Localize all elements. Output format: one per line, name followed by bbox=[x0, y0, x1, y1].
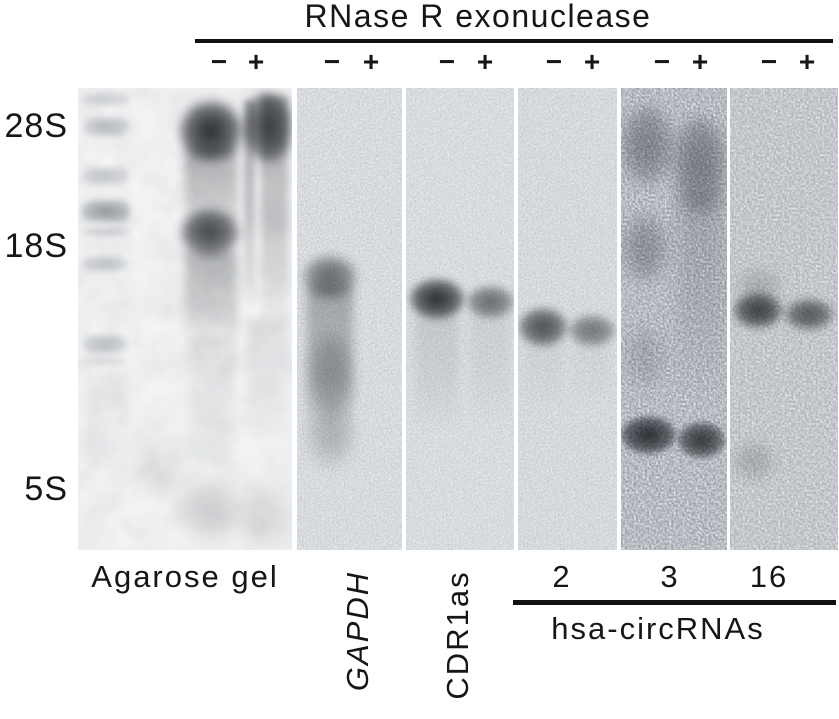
lane-mark-minus: − bbox=[210, 46, 228, 77]
size-marker-5s: 5S bbox=[24, 470, 68, 508]
circrna-3-label: 3 bbox=[660, 559, 680, 594]
ladder-band bbox=[83, 335, 127, 354]
circrna-3-blot-panel bbox=[621, 88, 727, 550]
circrna3-top-smear-minus bbox=[621, 106, 673, 184]
ladder-band bbox=[82, 200, 130, 223]
circrna16-bottom-smudge bbox=[734, 442, 774, 480]
lane-mark-minus: − bbox=[653, 46, 671, 77]
circrna3-top-smear-plus bbox=[673, 116, 727, 214]
gel-noise-texture bbox=[78, 88, 292, 550]
gel-bottom-smudge bbox=[243, 486, 291, 544]
hsa-circrnas-group-label: hsa-circRNAs bbox=[551, 611, 765, 646]
ladder-band bbox=[83, 117, 129, 136]
cdr1as-label: CDR1as bbox=[440, 570, 475, 700]
gapdh-band-minus bbox=[304, 256, 356, 298]
blot-noise-texture bbox=[406, 88, 514, 550]
rrna-18s-band-minus bbox=[181, 209, 239, 257]
size-marker-28s: 28S bbox=[4, 107, 68, 145]
circrna3-mid-smear-minus bbox=[625, 326, 665, 388]
lane-mark-plus: + bbox=[798, 46, 816, 77]
gapdh-label: GAPDH bbox=[340, 570, 375, 692]
lane-mark-plus: + bbox=[476, 46, 494, 77]
rrna-smear-top-plus bbox=[243, 92, 292, 162]
figure-title: RNase R exonuclease bbox=[304, 0, 652, 34]
lane-mark-minus: − bbox=[545, 46, 563, 77]
cdr1as-smear-minus bbox=[415, 314, 459, 434]
ladder-band bbox=[83, 92, 129, 106]
gel-smear bbox=[185, 251, 237, 351]
cdr1as-band-minus bbox=[410, 279, 464, 319]
gapdh-smear-blob bbox=[309, 333, 353, 418]
ladder-band bbox=[83, 227, 129, 236]
gel-streak bbox=[261, 96, 288, 331]
circrna-2-blot-panel bbox=[518, 88, 617, 550]
hsa-circrnas-rule-line bbox=[513, 600, 836, 605]
circrna-16-blot-panel bbox=[730, 88, 838, 550]
circrna2-smear-minus bbox=[524, 340, 562, 410]
gel-smear bbox=[189, 338, 233, 498]
ladder-band bbox=[83, 167, 129, 185]
agarose-gel-label: Agarose gel bbox=[91, 559, 279, 594]
blot-noise-texture bbox=[621, 88, 727, 550]
blot-noise-texture bbox=[297, 88, 402, 550]
ladder-band bbox=[84, 356, 126, 366]
cdr1as-blot-panel bbox=[406, 88, 514, 550]
circrna16-band-minus bbox=[734, 293, 782, 328]
cdr1as-smear-plus bbox=[470, 314, 510, 429]
ladder-band bbox=[83, 256, 127, 272]
circrna2-band-minus bbox=[519, 308, 567, 346]
circrna-16-label: 16 bbox=[749, 559, 789, 594]
lane-mark-plus: + bbox=[691, 46, 709, 77]
circrna3-band-plus bbox=[678, 422, 725, 458]
circrna16-band-plus bbox=[785, 299, 833, 330]
lane-mark-minus: − bbox=[323, 46, 341, 77]
ladder-smear bbox=[86, 376, 126, 496]
gel-smudge bbox=[136, 440, 182, 498]
header-rule-line bbox=[195, 39, 833, 43]
circrna2-smear-plus bbox=[573, 342, 609, 407]
gapdh-smear-blob bbox=[311, 408, 351, 468]
gapdh-blot-panel bbox=[297, 88, 402, 550]
lane-mark-plus: + bbox=[362, 46, 380, 77]
gel-bottom-smudge bbox=[178, 481, 242, 541]
circrna3-mid-smear-minus bbox=[623, 214, 667, 282]
circrna-2-label: 2 bbox=[552, 559, 572, 594]
circrna3-band-minus bbox=[621, 416, 676, 454]
gel-streak bbox=[244, 100, 255, 315]
size-marker-18s: 18S bbox=[4, 227, 68, 265]
agarose-gel-panel bbox=[78, 88, 292, 550]
cdr1as-band-plus bbox=[467, 286, 514, 318]
lane-mark-plus: + bbox=[247, 46, 265, 77]
circrna3-column-smear-plus bbox=[677, 193, 725, 403]
gel-smear bbox=[248, 318, 288, 443]
circrna2-band-plus bbox=[569, 315, 615, 346]
lane-mark-minus: − bbox=[438, 46, 456, 77]
lane-mark-plus: + bbox=[583, 46, 601, 77]
gapdh-smear-minus bbox=[307, 286, 353, 456]
rrna-28s-band-minus bbox=[180, 101, 242, 161]
lane-mark-minus: − bbox=[760, 46, 778, 77]
